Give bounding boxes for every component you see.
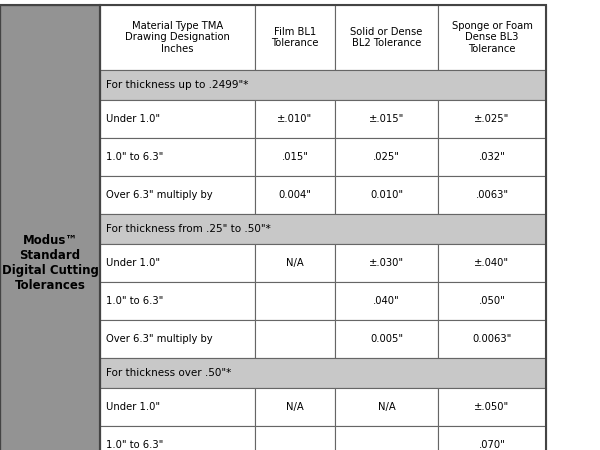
- Bar: [438, 282, 546, 320]
- Text: 0.0063": 0.0063": [472, 334, 512, 344]
- Bar: [438, 320, 546, 358]
- Text: .0063": .0063": [475, 190, 509, 200]
- Bar: [335, 100, 438, 138]
- Bar: [255, 138, 335, 176]
- Bar: [438, 176, 546, 214]
- Bar: [438, 244, 546, 282]
- Bar: [100, 138, 255, 176]
- Text: Over 6.3" multiply by: Over 6.3" multiply by: [106, 334, 212, 344]
- Bar: [255, 426, 335, 450]
- Text: For thickness from .25" to .50"*: For thickness from .25" to .50"*: [106, 224, 271, 234]
- Bar: [335, 138, 438, 176]
- Bar: [100, 244, 255, 282]
- Text: ±.030": ±.030": [369, 258, 404, 268]
- Text: 0.005": 0.005": [370, 334, 403, 344]
- Bar: [438, 5, 546, 70]
- Bar: [100, 358, 546, 388]
- Text: .015": .015": [281, 152, 308, 162]
- Bar: [335, 5, 438, 70]
- Bar: [335, 426, 438, 450]
- Text: 0.010": 0.010": [370, 190, 403, 200]
- Text: N/A: N/A: [286, 402, 304, 412]
- Bar: [255, 176, 335, 214]
- Text: Film BL1
Tolerance: Film BL1 Tolerance: [271, 27, 319, 48]
- Text: Under 1.0": Under 1.0": [106, 258, 160, 268]
- Bar: [438, 388, 546, 426]
- Bar: [100, 426, 255, 450]
- Text: Solid or Dense
BL2 Tolerance: Solid or Dense BL2 Tolerance: [350, 27, 422, 48]
- Bar: [100, 5, 255, 70]
- Bar: [438, 426, 546, 450]
- Text: 0.004": 0.004": [278, 190, 311, 200]
- Bar: [335, 320, 438, 358]
- Bar: [335, 176, 438, 214]
- Text: ±.025": ±.025": [475, 114, 509, 124]
- Bar: [438, 100, 546, 138]
- Bar: [335, 388, 438, 426]
- Bar: [100, 5, 546, 450]
- Bar: [100, 388, 255, 426]
- Text: 1.0" to 6.3": 1.0" to 6.3": [106, 152, 163, 162]
- Bar: [255, 320, 335, 358]
- Text: Over 6.3" multiply by: Over 6.3" multiply by: [106, 190, 212, 200]
- Text: N/A: N/A: [377, 402, 395, 412]
- Text: .032": .032": [479, 152, 505, 162]
- Bar: [255, 100, 335, 138]
- Text: 1.0" to 6.3": 1.0" to 6.3": [106, 440, 163, 450]
- Bar: [100, 214, 546, 244]
- Text: ±.040": ±.040": [475, 258, 509, 268]
- Bar: [100, 282, 255, 320]
- Text: Sponge or Foam
Dense BL3
Tolerance: Sponge or Foam Dense BL3 Tolerance: [452, 21, 532, 54]
- Text: Modus™
Standard
Digital Cutting
Tolerances: Modus™ Standard Digital Cutting Toleranc…: [2, 234, 98, 292]
- Bar: [100, 70, 546, 100]
- Text: Material Type TMA
Drawing Designation
Inches: Material Type TMA Drawing Designation In…: [125, 21, 230, 54]
- Bar: [255, 244, 335, 282]
- Text: .040": .040": [373, 296, 400, 306]
- Bar: [335, 282, 438, 320]
- Bar: [100, 176, 255, 214]
- Text: .050": .050": [479, 296, 505, 306]
- Bar: [100, 320, 255, 358]
- Text: N/A: N/A: [286, 258, 304, 268]
- Text: For thickness up to .2499"*: For thickness up to .2499"*: [106, 80, 248, 90]
- Bar: [438, 138, 546, 176]
- Text: Under 1.0": Under 1.0": [106, 402, 160, 412]
- Text: ±.010": ±.010": [277, 114, 313, 124]
- Bar: [100, 100, 255, 138]
- Text: For thickness over .50"*: For thickness over .50"*: [106, 368, 231, 378]
- Text: .070": .070": [479, 440, 505, 450]
- Bar: [335, 244, 438, 282]
- Bar: [255, 282, 335, 320]
- Bar: [0, 5, 100, 450]
- Bar: [0, 5, 100, 450]
- Text: 1.0" to 6.3": 1.0" to 6.3": [106, 296, 163, 306]
- Text: Under 1.0": Under 1.0": [106, 114, 160, 124]
- Text: .025": .025": [373, 152, 400, 162]
- Bar: [255, 5, 335, 70]
- Bar: [255, 388, 335, 426]
- Text: ±.015": ±.015": [369, 114, 404, 124]
- Text: ±.050": ±.050": [475, 402, 509, 412]
